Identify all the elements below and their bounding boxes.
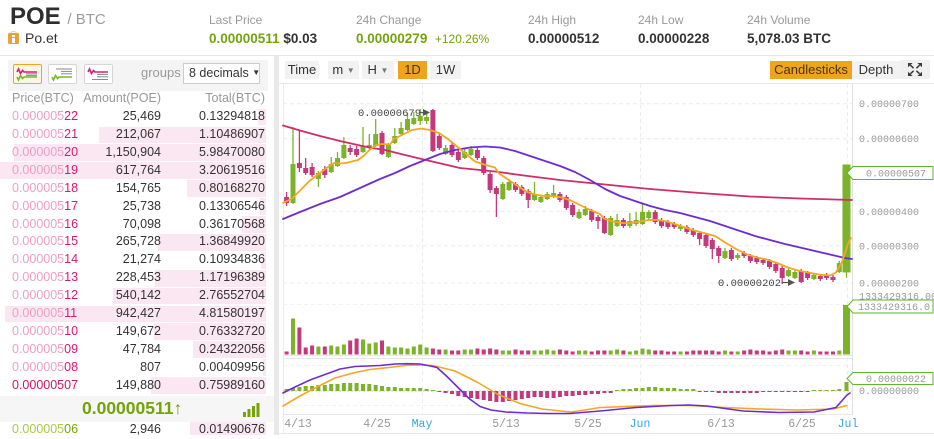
svg-text:0.00000202: 0.00000202 bbox=[718, 278, 781, 290]
svg-text:May: May bbox=[412, 418, 433, 431]
svg-text:Jun: Jun bbox=[630, 418, 651, 431]
svg-text:0.00000700: 0.00000700 bbox=[859, 100, 919, 111]
svg-text:5/13: 5/13 bbox=[492, 418, 520, 431]
svg-text:0.00000000: 0.00000000 bbox=[859, 387, 919, 398]
svg-text:6/13: 6/13 bbox=[707, 418, 735, 431]
svg-text:5/25: 5/25 bbox=[574, 418, 602, 431]
svg-text:0.00000679: 0.00000679 bbox=[358, 108, 421, 120]
svg-text:1333429316.0: 1333429316.0 bbox=[858, 303, 930, 314]
svg-text:0.00000022: 0.00000022 bbox=[866, 375, 926, 386]
svg-text:0.00000400: 0.00000400 bbox=[859, 208, 919, 219]
svg-text:0.00000300: 0.00000300 bbox=[859, 242, 919, 253]
svg-text:6/25: 6/25 bbox=[788, 418, 816, 431]
svg-text:4/25: 4/25 bbox=[363, 418, 391, 431]
svg-text:0.00000600: 0.00000600 bbox=[859, 135, 919, 146]
svg-text:0.00000200: 0.00000200 bbox=[859, 280, 919, 291]
svg-text:Jul: Jul bbox=[838, 418, 859, 431]
svg-text:1333429316.00: 1333429316.00 bbox=[859, 293, 934, 304]
svg-text:0.00000507: 0.00000507 bbox=[866, 170, 926, 181]
svg-text:4/13: 4/13 bbox=[284, 418, 312, 431]
